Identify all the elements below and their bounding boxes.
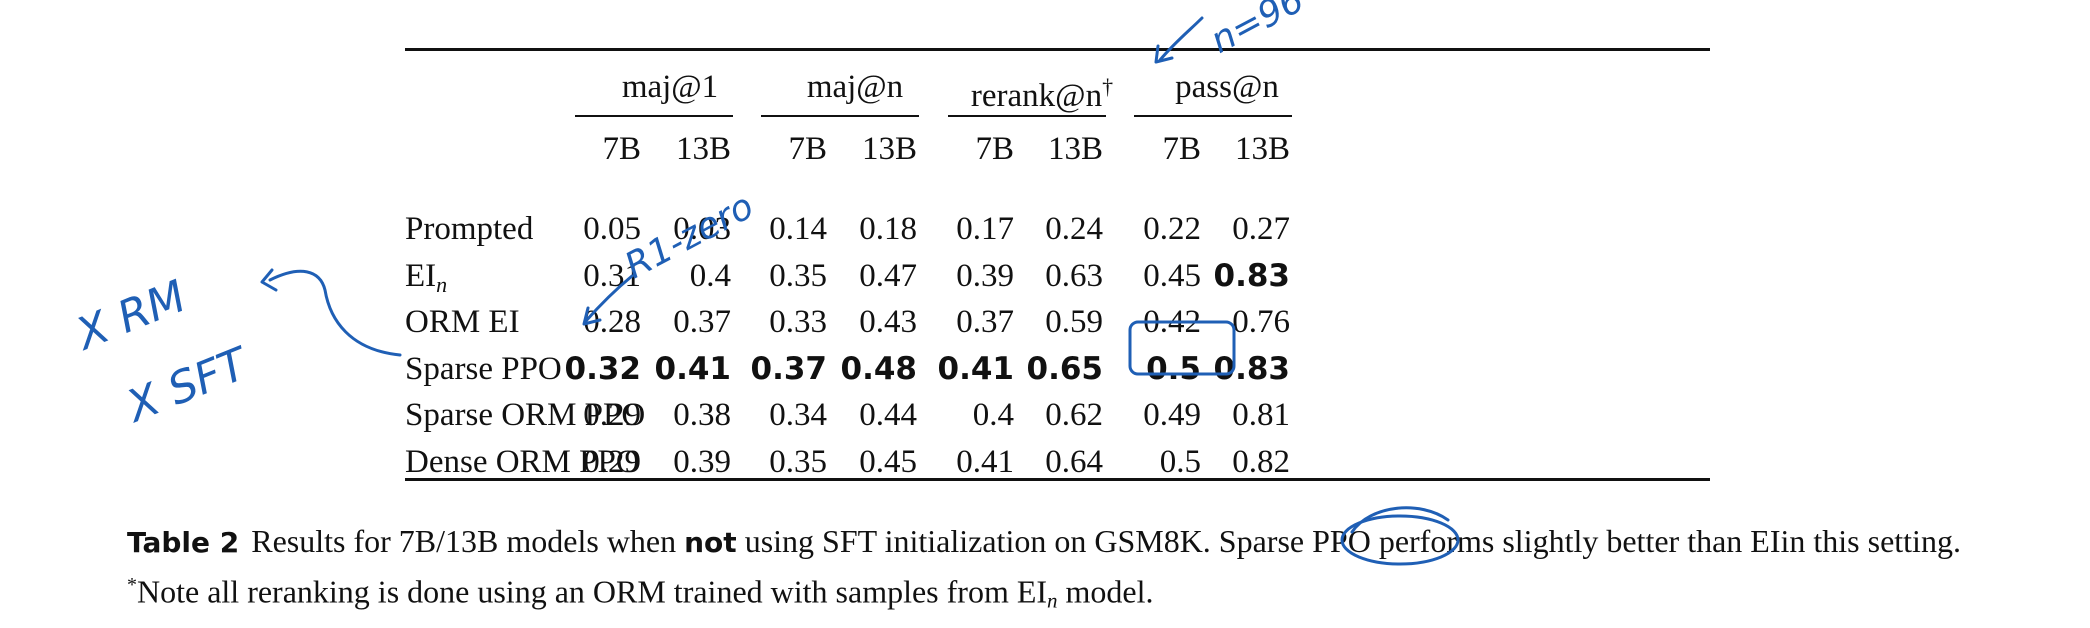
table-caption: Table 2 Results for 7B/13B models when no…: [127, 520, 2007, 623]
table-row: Sparse PPO 0.32 0.41 0.37 0.48 0.41 0.65 0.5 0.8…: [405, 346, 1710, 392]
table-cell: 0.81: [1232, 397, 1290, 433]
row-label-text: EI: [405, 257, 437, 294]
table-cell: 0.47: [859, 257, 917, 294]
caption-bold-word: not: [684, 526, 737, 559]
table-cell: 0.45: [1143, 257, 1201, 294]
caption-note-mark: *: [127, 574, 137, 596]
subheader-7b: 7B: [788, 131, 827, 167]
row-label-text: ORM EI: [405, 304, 520, 340]
table-cell: 0.35: [769, 257, 827, 294]
table-cell: 0.82: [1232, 443, 1290, 480]
table-cell: 0.39: [956, 257, 1014, 294]
table-cell: 0.62: [1045, 397, 1103, 433]
caption-text-part2: using SFT initialization on GSM8K. Spars…: [744, 523, 1961, 559]
annotation-x-rm: X RM: [69, 270, 194, 361]
caption-text-part3: Note all reranking is done using an ORM …: [137, 573, 1048, 610]
table-row: ORM EI 0.28 0.37 0.33 0.43 0.37 0.59 0.42 0.76: [405, 299, 1710, 345]
table-cell: 0.22: [1143, 211, 1201, 247]
table-cell: 0.45: [859, 443, 917, 480]
table-bottom-rule: [405, 478, 1710, 481]
caption-text-part3-sub: n: [1047, 588, 1058, 613]
subheader-13b: 13B: [1234, 131, 1290, 167]
table-cell: 0.5: [1159, 443, 1201, 480]
table-cell: 0.41: [937, 350, 1015, 387]
subheader-13b: 13B: [675, 131, 731, 167]
row-label-subscript: n: [436, 271, 448, 297]
table-cell: 0.33: [769, 304, 827, 340]
row-label-text: Prompted: [405, 211, 534, 247]
table-cell: 0.64: [1045, 443, 1103, 480]
table-cell: 0.37: [673, 304, 731, 340]
table-cell: 0.32: [564, 350, 642, 387]
row-label: Dense ORM PPO: [405, 439, 640, 485]
group-header-rerankn: rerank@n†: [970, 74, 1114, 114]
arrow-to-majn-icon: [1158, 16, 1204, 62]
table-cell: 0.76: [1232, 304, 1290, 340]
subheader-7b: 7B: [1162, 131, 1201, 167]
arrow-to-row-label-icon: [268, 269, 402, 357]
table-cell: 0.5: [1146, 350, 1201, 387]
group-header-majn: maj@n: [806, 69, 904, 105]
table-cell: 0.34: [769, 397, 827, 433]
group-underline-passn: [1134, 115, 1292, 117]
table-cell: 0.18: [859, 211, 917, 247]
table-row: Sparse ORM PPO 0.29 0.38 0.34 0.44 0.4 0.62 0.4…: [405, 392, 1710, 438]
table-cell: 0.41: [956, 443, 1014, 480]
table-cell: 0.59: [1045, 304, 1103, 340]
row-label: ORM EI: [405, 299, 520, 345]
table-cell: 0.43: [859, 304, 917, 340]
row-label: Sparse ORM PPO: [405, 392, 645, 438]
group-header-passn: pass@n: [1175, 69, 1279, 105]
table-cell: 0.4: [972, 397, 1014, 433]
table-cell: 0.48: [840, 350, 918, 387]
subheader-7b: 7B: [975, 131, 1014, 167]
table-cell: 0.42: [1143, 304, 1201, 340]
table-cell: 0.37: [750, 350, 828, 387]
table-cell: 0.29: [583, 443, 641, 480]
table-cell: 0.83: [1213, 350, 1291, 387]
caption-text-part4: model.: [1065, 573, 1154, 610]
table-cell: 0.29: [583, 397, 641, 433]
table-cell: 0.28: [583, 304, 641, 340]
table-row: Prompted 0.05 0.03 0.14 0.18 0.17 0.24 0.22 0.27: [405, 206, 1710, 252]
table-cell: 0.14: [769, 211, 827, 247]
subheader-13b: 13B: [1047, 131, 1103, 167]
arrow-head-rm-icon: [260, 268, 278, 292]
table-cell: 0.65: [1026, 350, 1104, 387]
group-underline-maj1: [575, 115, 733, 117]
group-underline-rerankn: [948, 115, 1106, 117]
caption-text-part1: Results for 7B/13B models when: [251, 523, 677, 559]
table-cell: 0.17: [956, 211, 1014, 247]
table-cell: 0.27: [1232, 211, 1290, 247]
subheader-7b: 7B: [602, 131, 641, 167]
table-cell: 0.63: [1045, 257, 1103, 294]
subheader-13b: 13B: [861, 131, 917, 167]
table-cell: 0.05: [583, 211, 641, 247]
table-cell: 0.41: [654, 350, 732, 387]
row-label-text: Dense ORM PPO: [405, 443, 640, 480]
table-cell: 0.44: [859, 397, 917, 433]
table-row: Dense ORM PPO 0.29 0.39 0.35 0.45 0.41 0.64 0.5…: [405, 439, 1710, 485]
row-label: Prompted: [405, 206, 533, 252]
annotation-n-equals: n=96: [1204, 0, 1311, 62]
table-cell: 0.49: [1143, 397, 1201, 433]
table-row: EIn 0.31 0.4 0.35 0.47 0.39 0.63 0.45 0.83: [405, 253, 1710, 299]
table-cell: 0.35: [769, 443, 827, 480]
table-cell: 0.24: [1045, 211, 1103, 247]
row-label: EIn: [405, 253, 447, 308]
table-cell: 0.38: [673, 397, 731, 433]
table-cell: 0.37: [956, 304, 1014, 340]
row-label-text: Sparse PPO: [405, 350, 562, 387]
table-cell: 0.39: [673, 443, 731, 480]
group-underline-majn: [761, 115, 919, 117]
row-label-text: Sparse ORM PPO: [405, 397, 646, 433]
caption-table-label: Table 2: [127, 526, 240, 559]
row-label: Sparse PPO: [405, 346, 562, 392]
table-cell: 0.4: [689, 257, 731, 294]
table-cell: 0.83: [1213, 257, 1291, 294]
group-header-maj1: maj@1: [621, 69, 719, 105]
annotation-x-sft: X SFT: [119, 338, 255, 433]
table-cell: 0.03: [673, 211, 731, 247]
table-top-rule: [405, 48, 1710, 51]
